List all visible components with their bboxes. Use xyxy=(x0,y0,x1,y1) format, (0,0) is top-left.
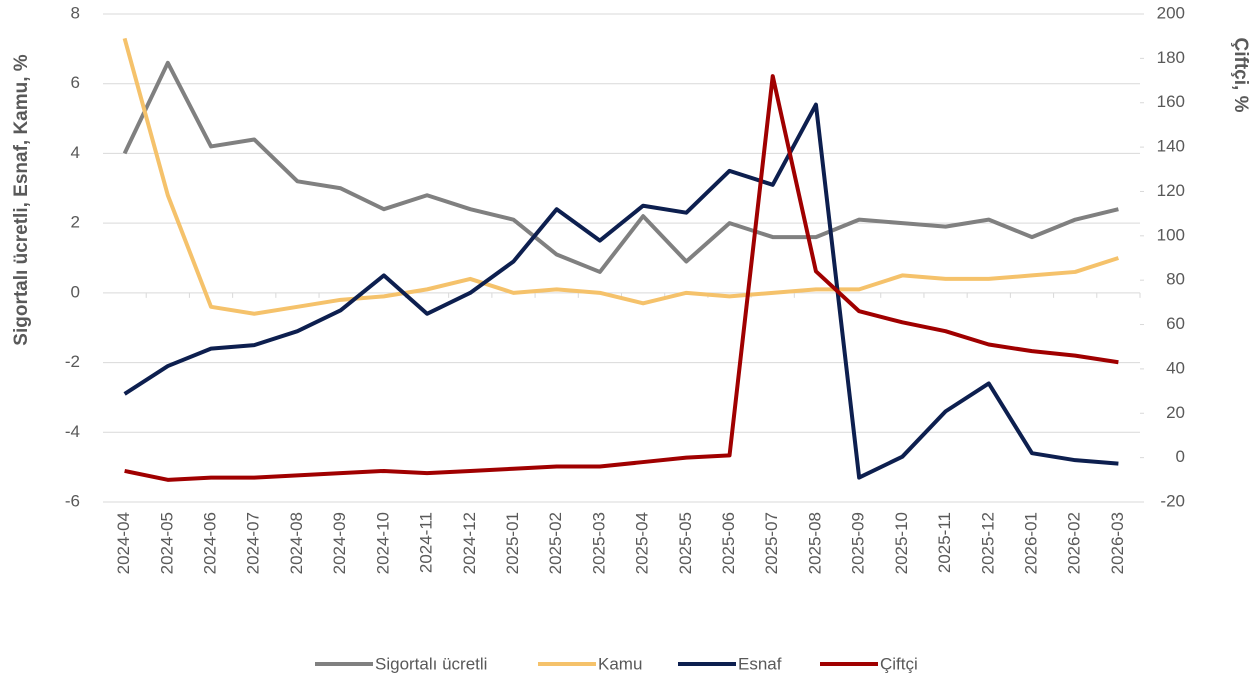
x-tick-label: 2025-11 xyxy=(935,512,954,573)
y-axis-title: Sigortalı ücretli, Esnaf, Kamu, % xyxy=(11,54,32,346)
series-line xyxy=(122,60,1119,274)
y-tick-label: 4 xyxy=(71,143,80,162)
x-tick-label: 2024-06 xyxy=(201,512,220,574)
x-tick-label: 2024-11 xyxy=(417,512,436,573)
y2-tick-label: 180 xyxy=(1157,48,1185,67)
y2-tick-label: 20 xyxy=(1166,403,1185,422)
x-tick-label: 2025-05 xyxy=(676,512,695,574)
series-line xyxy=(123,102,1119,480)
y-tick-label: 2 xyxy=(71,213,80,232)
x-tick-label: 2025-08 xyxy=(805,512,824,574)
x-tick-label: 2025-06 xyxy=(719,512,738,574)
x-tick-label: 2026-03 xyxy=(1108,512,1127,574)
x-tick-label: 2024-09 xyxy=(330,512,349,574)
y2-tick-label: 80 xyxy=(1166,270,1185,289)
legend-label: Esnaf xyxy=(738,654,782,673)
y2-tick-label: 60 xyxy=(1166,314,1185,333)
x-tick-label: 2025-01 xyxy=(503,512,522,574)
x-tick-label: 2025-03 xyxy=(589,512,608,574)
series-line xyxy=(122,37,1120,316)
x-tick-label: 2025-02 xyxy=(546,512,565,574)
y-tick-label: 8 xyxy=(71,3,80,22)
x-tick-label: 2024-12 xyxy=(460,512,479,574)
y2-tick-label: 40 xyxy=(1166,358,1185,377)
x-tick-label: 2024-07 xyxy=(244,512,263,574)
y2-tick-label: 0 xyxy=(1176,447,1185,466)
x-tick-label: 2024-05 xyxy=(157,512,176,574)
y2-tick-label: 200 xyxy=(1157,3,1185,22)
x-tick-label: 2026-01 xyxy=(1021,512,1040,574)
x-tick-label: 2026-02 xyxy=(1065,512,1084,574)
y-tick-label: -6 xyxy=(65,491,80,510)
x-tick-label: 2024-04 xyxy=(114,512,133,574)
series-line xyxy=(124,74,1119,482)
y2-tick-label: 160 xyxy=(1157,92,1185,111)
x-tick-label: 2025-09 xyxy=(849,512,868,574)
y-tick-label: 6 xyxy=(71,73,80,92)
x-tick-label: 2025-10 xyxy=(892,512,911,574)
y-tick-label: 0 xyxy=(71,282,80,301)
x-tick-label: 2025-07 xyxy=(762,512,781,574)
legend-label: Sigortalı ücretli xyxy=(375,654,487,673)
y-tick-label: -4 xyxy=(65,422,80,441)
y2-tick-label: 140 xyxy=(1157,137,1185,156)
x-tick-label: 2025-12 xyxy=(978,512,997,574)
y2-axis-title: Çiftçi, % xyxy=(1230,38,1251,113)
legend-label: Çiftçi xyxy=(880,654,918,673)
legend-label: Kamu xyxy=(598,654,642,673)
y2-tick-label: 120 xyxy=(1157,181,1185,200)
x-tick-label: 2024-10 xyxy=(373,512,392,574)
x-tick-label: 2025-04 xyxy=(633,512,652,574)
x-tick-label: 2024-08 xyxy=(287,512,306,574)
y2-tick-label: 100 xyxy=(1157,225,1185,244)
y-tick-label: -2 xyxy=(65,352,80,371)
y2-tick-label: -20 xyxy=(1160,491,1185,510)
